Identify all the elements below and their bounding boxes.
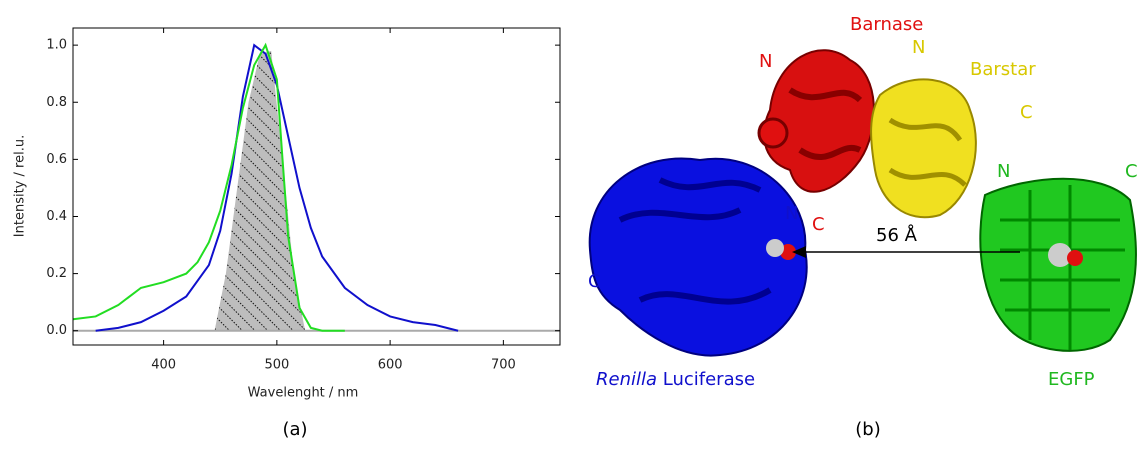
terminus: N <box>759 51 772 72</box>
x-tick-label: 400 <box>151 358 176 373</box>
y-axis-title: Intensity / rel.u. <box>13 135 28 237</box>
y-tick-label: 1.0 <box>46 38 67 53</box>
y-tick-label: 0.0 <box>46 323 67 338</box>
line <box>72 42 345 332</box>
terminus: C <box>1125 161 1138 182</box>
overlap-hatch <box>214 50 306 331</box>
x-axis-title: Wavelenght / nm <box>248 386 359 401</box>
line <box>95 43 459 332</box>
y-tick-label: 0.8 <box>46 95 67 110</box>
label-luciferase: Renilla Luciferase <box>596 369 755 390</box>
label-barnase: Barnase <box>850 14 923 35</box>
terminus: C <box>1020 102 1033 123</box>
x-tick-label: 700 <box>491 358 516 373</box>
plot-frame <box>72 27 561 346</box>
label-barstar: Barstar <box>970 59 1036 80</box>
panel-label: (a) <box>282 419 307 440</box>
terminus: N <box>912 37 925 58</box>
panel-label: (b) <box>855 419 880 440</box>
x-tick-label: 600 <box>378 358 403 373</box>
label-egfp: EGFP <box>1048 369 1095 390</box>
y-tick-label: 0.4 <box>46 209 67 224</box>
x-tick-label: 500 <box>264 358 289 373</box>
label-luciferase-rest: Luciferase <box>657 369 755 390</box>
y-tick-label: 0.6 <box>46 152 67 167</box>
label-renilla: Renilla <box>596 369 657 390</box>
protein-structure <box>588 49 1137 357</box>
terminus: C <box>588 271 601 292</box>
terminus: C <box>812 214 825 235</box>
terminus: N <box>997 161 1010 182</box>
terminus: N <box>785 203 798 224</box>
label-distance: 56 Å <box>876 224 918 246</box>
y-tick-label: 0.2 <box>46 266 67 281</box>
